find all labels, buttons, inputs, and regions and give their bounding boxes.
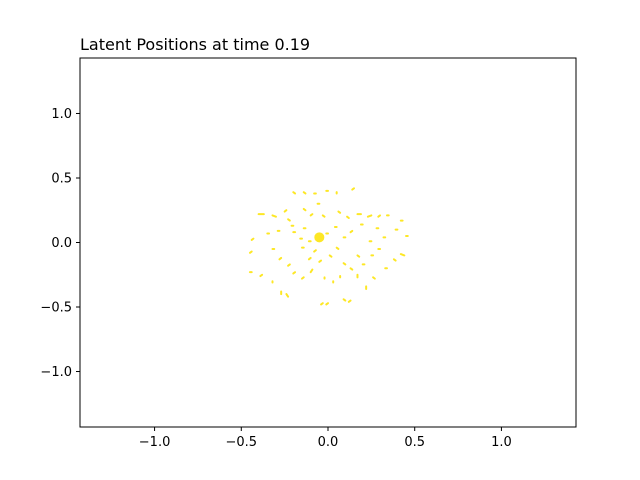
trajectory-segment [250,237,255,241]
trajectory-segment [392,258,397,262]
chart-title: Latent Positions at time 0.19 [80,35,310,54]
trajectory-segment [351,187,356,191]
trajectory-segment [302,191,307,195]
x-tick-label: −0.5 [225,435,257,450]
x-tick-label: −1.0 [139,435,171,450]
x-tick-label: 0.5 [404,435,425,450]
trajectory-segment [300,276,305,280]
trajectory-segment [248,250,253,254]
y-tick-label: −0.5 [40,301,72,316]
trajectory-segment [278,256,283,261]
trajectory-segment [346,215,350,219]
trajectory-segment [356,254,361,258]
trajectory-segment [399,253,406,257]
trajectory-segment [372,276,376,280]
trajectory-segment [285,293,290,298]
trajectory-segment [313,249,317,253]
trajectory-segment [292,271,297,275]
trajectory-segment [309,268,314,274]
trajectory-segment [318,259,323,263]
trajectory-segment [292,191,297,195]
y-tick-label: 1.0 [51,107,72,122]
y-tick-label: 0.0 [51,236,72,251]
trajectory-segment [342,262,347,266]
plot-frame [79,57,577,428]
x-axis: −1.0 −0.5 0.0 0.5 1.0 [139,427,512,450]
x-tick-label: 0.0 [318,435,339,450]
trajectory-segment [347,299,352,303]
y-axis: −1.0 −0.5 0.0 0.5 1.0 [40,107,80,380]
trajectory-segment [342,298,347,302]
trajectory-segment [321,214,326,218]
trajectory-segment [366,214,373,218]
chart-marks [248,187,409,306]
trajectory-segment [377,214,382,218]
center-cluster-point [314,232,325,243]
trajectory-segment [302,207,307,212]
trajectory-segment [287,218,291,222]
trajectory-segment [283,209,288,213]
trajectory-segment [259,273,264,278]
trajectory-segment [287,263,291,267]
trajectory-segment [325,302,329,306]
x-tick-label: 1.0 [491,435,512,450]
trajectory-segment [271,214,277,218]
trajectory-segment [309,213,314,217]
trajectory-segment [335,246,340,250]
trajectory-segment [349,267,354,271]
y-tick-label: −1.0 [40,365,72,380]
trajectory-segment [337,210,342,214]
trajectory-segment [328,254,333,258]
trajectory-segment [320,302,324,306]
trajectory-segment [349,229,354,234]
trajectory-segment [307,256,312,261]
y-tick-label: 0.5 [51,171,72,186]
